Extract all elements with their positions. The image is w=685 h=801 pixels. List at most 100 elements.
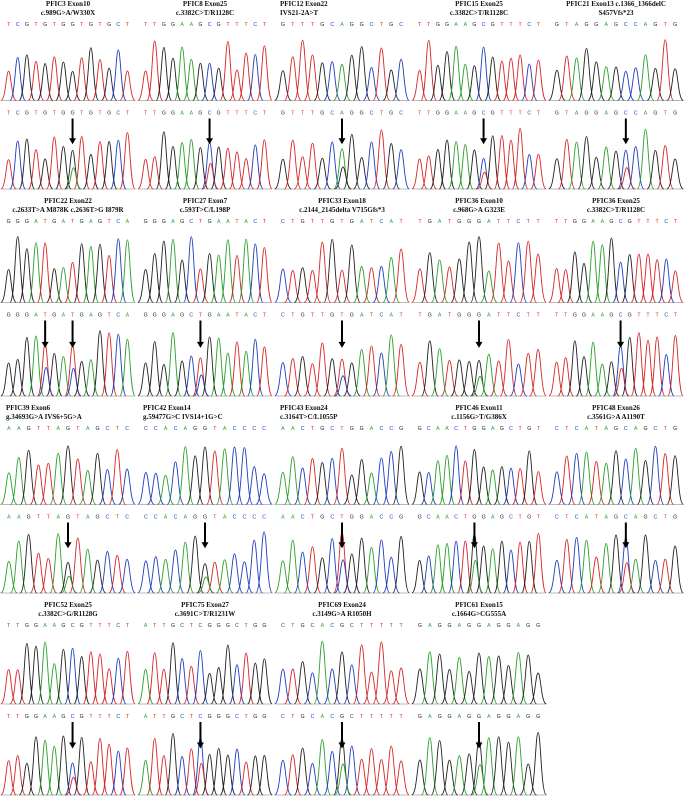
- base-call-T: T: [418, 22, 422, 28]
- base-call-C: C: [482, 111, 486, 117]
- base-call-G: G: [95, 426, 99, 432]
- base-call-T: T: [464, 515, 468, 521]
- peak-T: [91, 653, 109, 705]
- base-call-G: G: [497, 714, 501, 720]
- panel-title: PFIC15 Exon25: [455, 0, 503, 8]
- peak-G: [313, 461, 332, 505]
- mutation-arrow-head: [338, 341, 346, 348]
- peak-T: [108, 449, 127, 505]
- base-call-T: T: [664, 22, 668, 28]
- base-call-C: C: [262, 426, 266, 432]
- base-call-A: A: [7, 426, 11, 432]
- base-call-G: G: [418, 515, 422, 521]
- base-call-A: A: [62, 313, 66, 319]
- peak-C: [658, 258, 675, 303]
- peak-T: [256, 139, 273, 190]
- base-call-T: T: [519, 111, 523, 117]
- peak-G: [607, 534, 625, 594]
- base-call-A: A: [591, 219, 595, 225]
- panel-mutation: IVS21-2A>T: [280, 8, 319, 17]
- peak-T: [530, 153, 547, 190]
- base-call-A: A: [53, 714, 57, 720]
- chromatogram-svg: G T A G G A G C C A G T GG T A G G A G C C A G T G: [548, 22, 684, 190]
- peak-C: [110, 333, 127, 397]
- base-call-T: T: [153, 623, 157, 629]
- chromatogram-panel: PFIC36 Exon10 c.968G>A G323E T G A T G G G A T T C T T…: [411, 197, 547, 402]
- peak-C: [382, 451, 401, 505]
- base-call-C: C: [252, 426, 256, 432]
- base-call-G: G: [89, 111, 93, 117]
- base-call-G: G: [43, 111, 47, 117]
- base-call-G: G: [217, 714, 221, 720]
- base-call-A: A: [281, 426, 285, 432]
- peak-C: [247, 243, 264, 303]
- base-call-C: C: [71, 623, 75, 629]
- base-call-G: G: [25, 111, 29, 117]
- chromatogram-panel: PFIC36 Exon25 c.3382C>T/R1128C T T G G A A G C G T T…: [548, 197, 684, 402]
- base-call-G: G: [340, 714, 344, 720]
- base-call-G: G: [208, 313, 212, 319]
- peak-C: [343, 745, 361, 796]
- het-peak-T: [618, 562, 636, 594]
- base-call-A: A: [89, 219, 93, 225]
- peak-G: [352, 537, 371, 594]
- peak-A: [36, 739, 54, 796]
- peak-A: [183, 139, 200, 190]
- base-call-A: A: [223, 426, 227, 432]
- base-call-T: T: [500, 111, 504, 117]
- peak-T: [206, 450, 224, 505]
- base-call-A: A: [171, 313, 175, 319]
- chromatogram-svg: G C A A C T G G A G C T G TG C A A C T G G A G C T G T: [411, 426, 547, 594]
- base-call-C: C: [189, 219, 193, 225]
- base-call-G: G: [340, 623, 344, 629]
- base-call-T: T: [527, 219, 531, 225]
- base-call-T: T: [427, 22, 431, 28]
- base-call-G: G: [193, 515, 197, 521]
- panel-mutation: c.3561G>A A1190T: [587, 412, 645, 421]
- chromatogram-svg: T T G G A A G C G T T T C TT T G G A A G C G T T T C T: [0, 623, 136, 796]
- base-call-T: T: [418, 313, 422, 319]
- base-call-C: C: [116, 219, 120, 225]
- base-call-C: C: [189, 313, 193, 319]
- peak-T: [303, 270, 322, 303]
- base-call-A: A: [604, 515, 608, 521]
- base-call-C: C: [389, 515, 393, 521]
- base-call-T: T: [80, 111, 84, 117]
- base-call-C: C: [281, 714, 285, 720]
- base-call-G: G: [472, 515, 476, 521]
- base-call-A: A: [491, 426, 495, 432]
- peak-A: [173, 142, 191, 190]
- base-call-T: T: [126, 111, 130, 117]
- base-call-C: C: [281, 219, 285, 225]
- base-call-G: G: [506, 623, 510, 629]
- base-call-G: G: [226, 714, 230, 720]
- base-call-C: C: [180, 714, 184, 720]
- panel-title: PFIC12 Exon22: [280, 0, 328, 8]
- chromatogram-svg: T T G G A A G C G T T T C TT T G G A A G C G T T T C T: [137, 22, 273, 190]
- peak-C: [245, 466, 264, 505]
- base-call-A: A: [585, 426, 589, 432]
- base-call-A: A: [144, 623, 148, 629]
- peak-T: [0, 669, 17, 705]
- base-call-A: A: [34, 219, 38, 225]
- base-call-G: G: [7, 313, 11, 319]
- peak-A: [480, 270, 498, 303]
- base-call-T: T: [674, 313, 678, 319]
- base-call-C: C: [399, 111, 403, 117]
- base-call-G: G: [438, 714, 442, 720]
- peak-G: [529, 731, 547, 796]
- base-call-T: T: [76, 426, 80, 432]
- base-call-A: A: [184, 426, 188, 432]
- base-call-T: T: [340, 313, 344, 319]
- peak-C: [118, 558, 136, 594]
- base-call-T: T: [7, 22, 11, 28]
- mutation-arrow-head: [196, 742, 204, 749]
- base-call-G: G: [217, 111, 221, 117]
- het-peak-A: [471, 376, 489, 397]
